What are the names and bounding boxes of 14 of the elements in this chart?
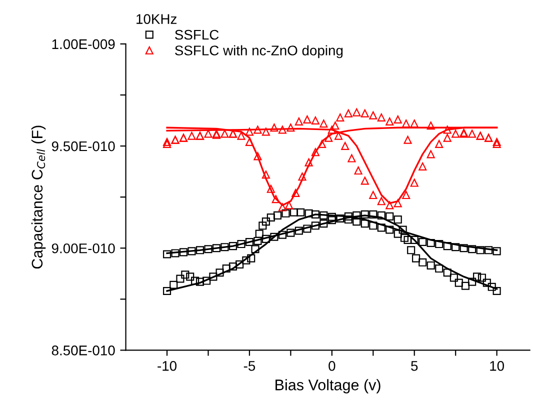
legend-title: 10KHz	[136, 14, 177, 24]
x-tick-label: 10	[490, 360, 504, 371]
legend-label: SSFLC with nc-ZnO doping	[175, 45, 343, 58]
x-tick-label: -5	[244, 361, 256, 371]
y-tick-label: 9.50E-010	[52, 141, 115, 152]
y-tick-label: 8.50E-010	[52, 346, 115, 356]
y-axis-title: Capacitance C$_{Cell}$ (F)	[31, 126, 46, 269]
y-tick-label: 9.00E-010	[52, 243, 115, 254]
y-tick-label: 1.00E-009	[52, 39, 115, 50]
legend-label: SSFLC	[175, 30, 219, 40]
x-tick-label: 5	[411, 361, 418, 371]
x-tick-label: -10	[158, 360, 177, 371]
x-axis-title: Bias Voltage (v)	[276, 379, 380, 394]
x-tick-label: 0	[328, 360, 336, 371]
